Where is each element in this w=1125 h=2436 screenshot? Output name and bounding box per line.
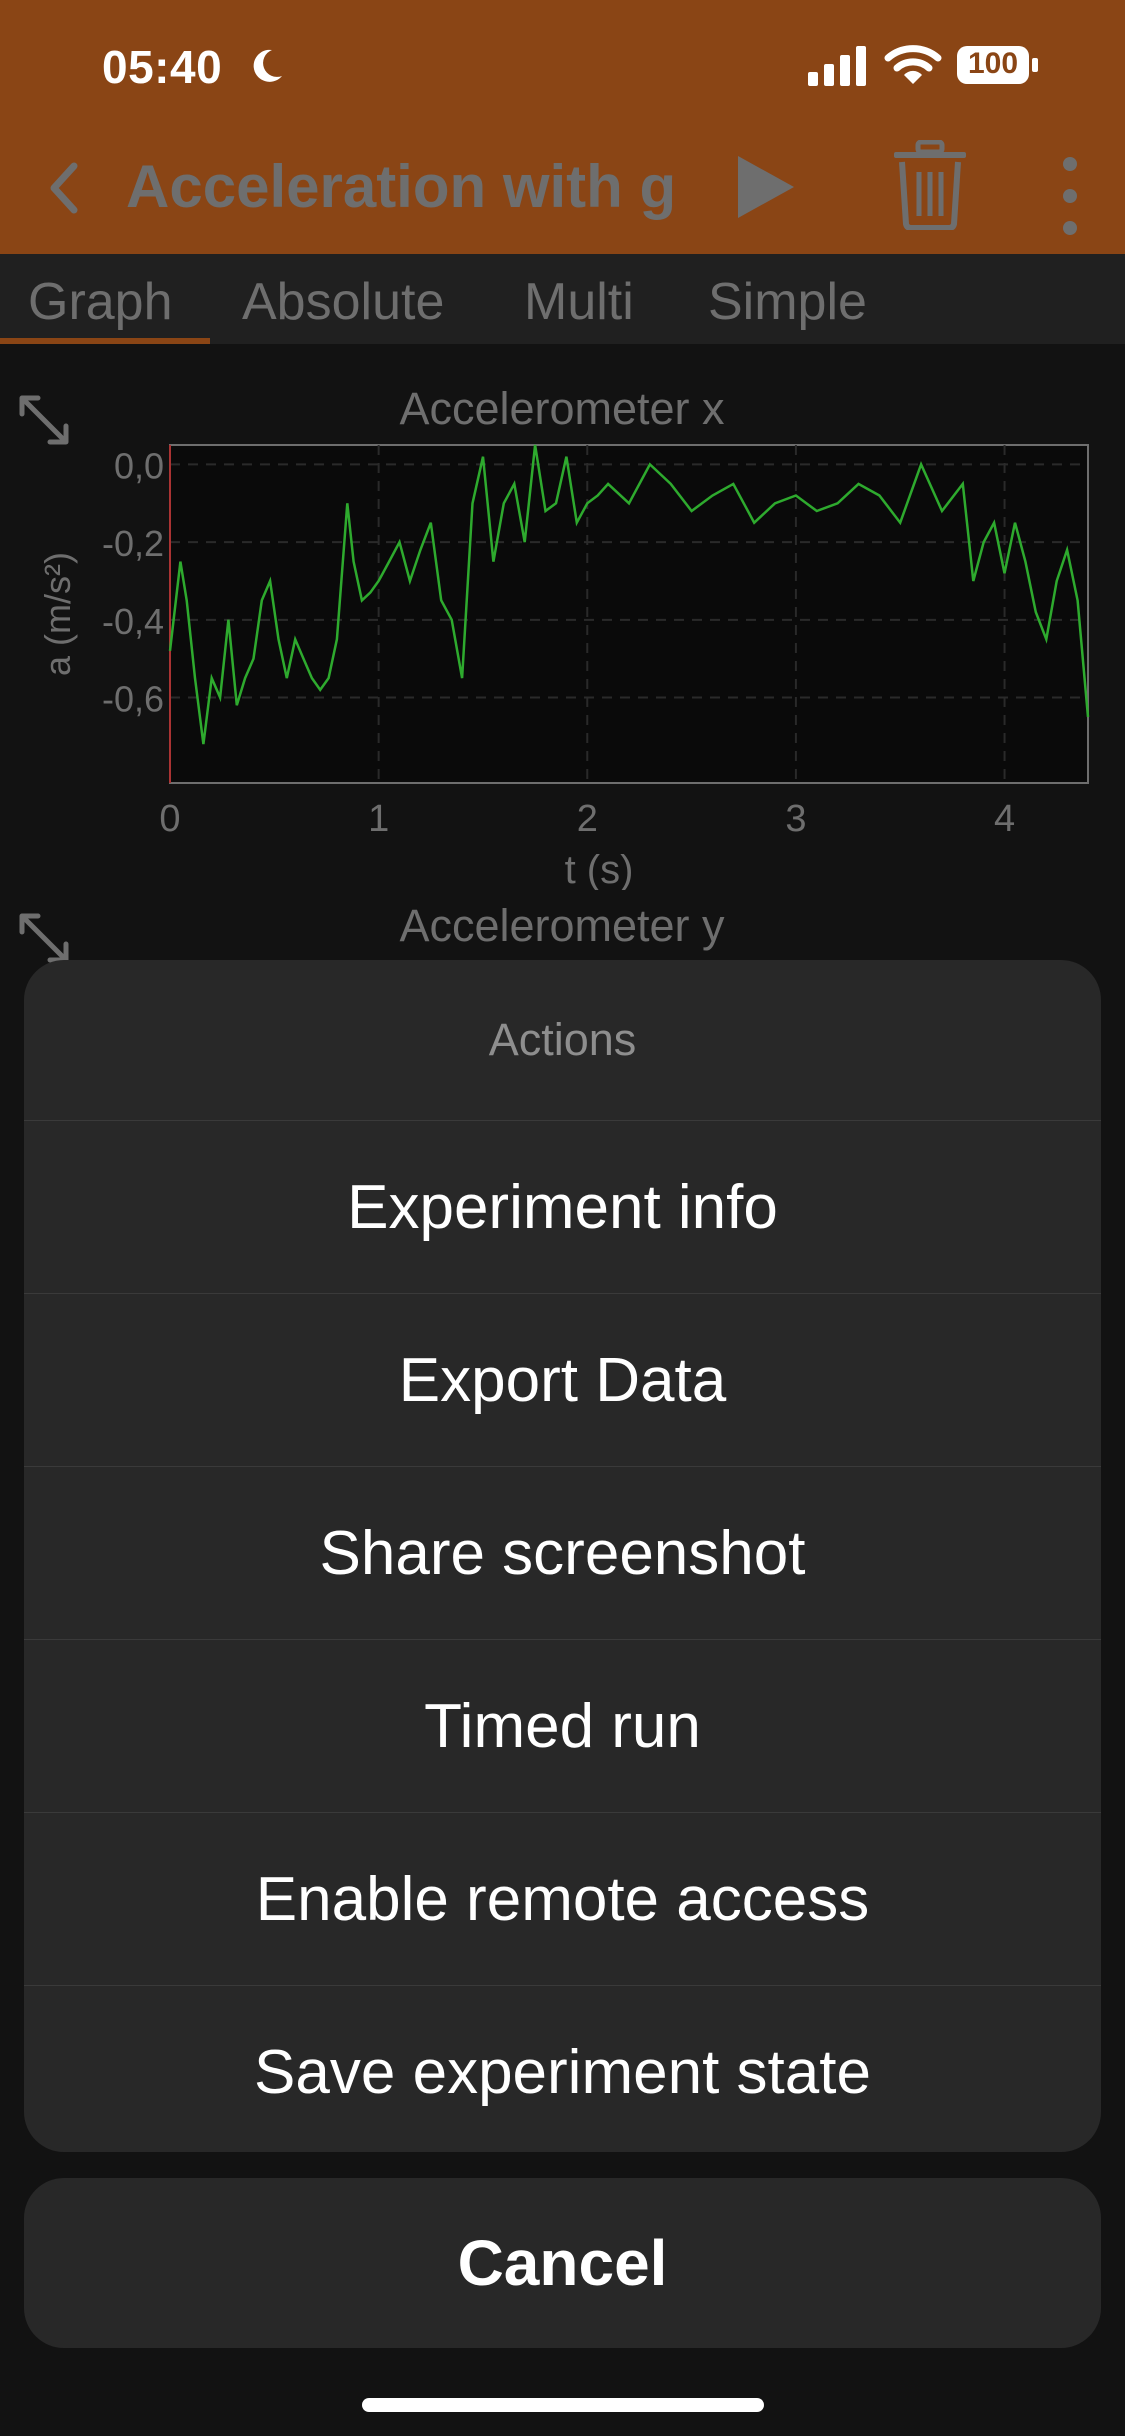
- wifi-icon: [884, 45, 942, 84]
- expand-icon[interactable]: [16, 392, 72, 448]
- graph-title-y: Accelerometer y: [399, 900, 725, 951]
- back-icon[interactable]: [44, 158, 84, 218]
- x-tick-label: 0: [159, 798, 180, 840]
- x-tick-label: 2: [577, 798, 598, 840]
- y-tick-label: -0,6: [102, 679, 164, 720]
- page-title: Acceleration with g: [126, 153, 677, 220]
- tab-simple[interactable]: Simple: [708, 273, 867, 331]
- tab-bar: Graph Absolute Multi Simple: [0, 254, 1125, 344]
- graph-title-x: Accelerometer x: [399, 383, 725, 434]
- plot-area: [169, 444, 1089, 784]
- y-tick-label: -0,4: [102, 601, 164, 642]
- app-bar: 05:40 100 Acceleration with g: [0, 0, 1125, 254]
- x-axis-label: t (s): [565, 848, 634, 890]
- cancel-button[interactable]: Cancel: [24, 2178, 1101, 2348]
- x-tick-label: 4: [994, 798, 1015, 840]
- tab-graph[interactable]: Graph: [28, 273, 173, 331]
- battery-icon: [957, 46, 1038, 84]
- signal-icon: [808, 46, 866, 86]
- action-sheet-title: Actions: [24, 960, 1101, 1121]
- active-tab-indicator: [0, 338, 210, 344]
- tab-multi[interactable]: Multi: [524, 273, 634, 331]
- experiment-info-button[interactable]: Experiment info: [24, 1121, 1101, 1294]
- tab-absolute[interactable]: Absolute: [242, 273, 445, 331]
- y-tick-label: 0,0: [114, 445, 164, 486]
- x-tick-label: 3: [785, 798, 806, 840]
- y-tick-label: -0,2: [102, 523, 164, 564]
- expand-icon[interactable]: [16, 910, 72, 966]
- status-time: 05:40: [102, 41, 223, 93]
- home-indicator: [362, 2398, 764, 2412]
- battery-level: 100: [967, 47, 1019, 80]
- timed-run-button[interactable]: Timed run: [24, 1640, 1101, 1813]
- enable-remote-access-button[interactable]: Enable remote access: [24, 1813, 1101, 1986]
- y-axis-label: a (m/s²): [37, 552, 78, 676]
- play-icon[interactable]: [734, 152, 798, 222]
- save-experiment-state-button[interactable]: Save experiment state: [254, 2037, 871, 2107]
- action-sheet: Actions Experiment info Export Data Shar…: [24, 960, 1101, 2152]
- accelerometer-x-chart[interactable]: 0,0 -0,2 -0,4 -0,6 0 1 2 3 4 t (s) a (m/s²): [0, 420, 1125, 890]
- share-screenshot-button[interactable]: Share screenshot: [24, 1467, 1101, 1640]
- moon-icon: [253, 49, 282, 82]
- export-data-button[interactable]: Export Data: [24, 1294, 1101, 1467]
- more-options-icon[interactable]: [1055, 154, 1085, 238]
- x-tick-label: 1: [368, 798, 389, 840]
- trash-icon[interactable]: [892, 140, 968, 230]
- series-line: [168, 444, 1090, 745]
